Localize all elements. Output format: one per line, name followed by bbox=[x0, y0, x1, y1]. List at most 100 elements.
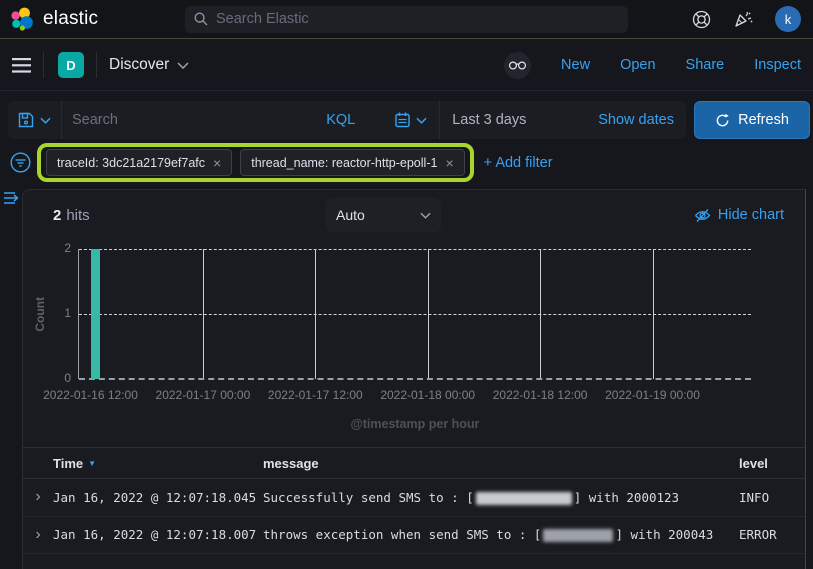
divider bbox=[61, 101, 62, 139]
menu-icon[interactable] bbox=[0, 57, 43, 73]
time-cell: Jan 16, 2022 @ 12:07:18.007 bbox=[53, 527, 257, 543]
app-navbar: D Discover New Open Share Inspect bbox=[0, 40, 813, 91]
x-tick-label: 2022-01-18 12:00 bbox=[492, 388, 588, 402]
user-avatar[interactable]: k bbox=[775, 6, 801, 32]
save-icon bbox=[18, 112, 34, 128]
chevron-down-icon bbox=[416, 117, 427, 124]
doc-table-body: › Jan 16, 2022 @ 12:07:18.045 Successfully… bbox=[23, 479, 805, 554]
add-filter-button[interactable]: + Add filter bbox=[483, 154, 553, 171]
highlight-annotation: traceId: 3dc21a2179ef7afc × thread_name: r… bbox=[37, 143, 474, 182]
filter-options-button[interactable] bbox=[10, 152, 31, 173]
time-range-value[interactable]: Last 3 days bbox=[452, 112, 527, 128]
refresh-label: Refresh bbox=[738, 112, 789, 128]
message-column-header[interactable]: message bbox=[263, 455, 319, 471]
x-axis-title: @timestamp per hour bbox=[350, 417, 480, 431]
table-header: Time ▼ message level bbox=[23, 447, 805, 479]
filter-bar: traceId: 3dc21a2179ef7afc × thread_name: r… bbox=[0, 142, 813, 183]
kql-search-input[interactable]: Search KQL bbox=[62, 112, 383, 128]
chevron-down-icon bbox=[420, 212, 431, 219]
expand-sidebar-button[interactable] bbox=[3, 191, 22, 205]
divider bbox=[43, 52, 44, 78]
refresh-button[interactable]: Refresh bbox=[694, 101, 810, 139]
open-button[interactable]: Open bbox=[620, 57, 656, 73]
global-header: elastic Search Elastic bbox=[0, 0, 813, 39]
elastic-logo-icon bbox=[11, 7, 33, 31]
x-tick-label: 2022-01-16 12:00 bbox=[43, 388, 138, 402]
app-badge-letter: D bbox=[66, 57, 76, 73]
hits-count: 2 hits bbox=[23, 207, 90, 224]
calendar-icon bbox=[395, 112, 410, 128]
collapsed-sidebar-rail bbox=[0, 183, 22, 569]
page-title: Discover bbox=[109, 56, 170, 73]
level-column-header[interactable]: level bbox=[739, 455, 768, 471]
level-cell: INFO bbox=[739, 489, 770, 505]
y-tick-label: 0 bbox=[64, 371, 71, 385]
message-cell: throws exception when send SMS to : [] w… bbox=[263, 527, 714, 543]
inspect-button[interactable]: Inspect bbox=[754, 57, 801, 73]
documents-table: Time ▼ message level › Jan 16, 2022 @ 12:0… bbox=[23, 447, 805, 554]
discover-app-badge[interactable]: D bbox=[58, 52, 84, 78]
level-cell: ERROR bbox=[739, 527, 777, 543]
x-tick-label: 2022-01-17 12:00 bbox=[267, 388, 363, 402]
expand-row-icon[interactable]: › bbox=[35, 488, 41, 506]
share-button[interactable]: Share bbox=[685, 57, 725, 73]
redacted-value bbox=[543, 529, 614, 543]
hits-label: hits bbox=[66, 206, 90, 224]
x-tick-label: 2022-01-18 00:00 bbox=[380, 388, 476, 402]
query-language-button[interactable]: KQL bbox=[326, 112, 356, 128]
document-explorer-toggle[interactable] bbox=[504, 51, 532, 79]
hide-chart-label: Hide chart bbox=[717, 207, 784, 223]
date-picker-button[interactable] bbox=[383, 112, 439, 128]
filter-pill-label: traceId: 3dc21a2179ef7afc bbox=[57, 155, 206, 170]
chart-plot: Count @timestamp per hour 2022-01-16 12:… bbox=[33, 241, 751, 431]
filter-pill[interactable]: thread_name: reactor-http-epoll-1 × bbox=[240, 149, 465, 176]
elastic-logo[interactable]: elastic bbox=[0, 7, 185, 31]
time-column-header[interactable]: Time ▼ bbox=[53, 455, 97, 471]
divider bbox=[439, 101, 441, 139]
redacted-value bbox=[475, 491, 572, 505]
gridline bbox=[79, 249, 751, 250]
breadcrumb[interactable]: Discover bbox=[109, 56, 189, 74]
help-icon[interactable] bbox=[692, 10, 711, 29]
gridline bbox=[79, 314, 751, 315]
gridline bbox=[79, 378, 751, 380]
histogram-interval-select[interactable]: Auto bbox=[326, 198, 441, 232]
hits-value: 2 bbox=[53, 206, 62, 224]
show-dates-button[interactable]: Show dates bbox=[598, 112, 674, 128]
hide-chart-button[interactable]: Hide chart bbox=[694, 207, 805, 223]
remove-filter-icon[interactable]: × bbox=[445, 154, 454, 171]
expand-sidebar-icon bbox=[4, 192, 19, 204]
filter-pill[interactable]: traceId: 3dc21a2179ef7afc × bbox=[46, 149, 233, 176]
histogram-bar[interactable] bbox=[91, 249, 100, 379]
search-icon bbox=[194, 12, 208, 26]
chevron-down-icon bbox=[177, 61, 189, 69]
x-tick-label: 2022-01-17 00:00 bbox=[155, 388, 251, 402]
filter-pill-label: thread_name: reactor-http-epoll-1 bbox=[251, 155, 438, 170]
search-placeholder: Search bbox=[72, 112, 118, 128]
message-cell: Successfully send SMS to : [] with 20001… bbox=[263, 489, 680, 505]
refresh-icon bbox=[716, 113, 729, 126]
chevron-down-icon bbox=[40, 117, 51, 124]
sort-desc-icon: ▼ bbox=[88, 458, 97, 468]
hits-bar: 2 hits Auto Hide chart bbox=[23, 190, 805, 240]
newsfeed-icon[interactable] bbox=[733, 10, 753, 29]
time-cell: Jan 16, 2022 @ 12:07:18.045 bbox=[53, 489, 257, 505]
filter-icon bbox=[10, 152, 31, 173]
table-row[interactable]: › Jan 16, 2022 @ 12:07:18.007 throws excep… bbox=[23, 517, 805, 554]
global-search-placeholder: Search Elastic bbox=[216, 11, 309, 27]
eye-slash-icon bbox=[694, 208, 711, 222]
query-bar: Search KQL Last 3 days Show dates bbox=[0, 92, 813, 142]
remove-filter-icon[interactable]: × bbox=[213, 154, 222, 171]
table-row[interactable]: › Jan 16, 2022 @ 12:07:18.045 Successfully… bbox=[23, 479, 805, 517]
expand-row-icon[interactable]: › bbox=[35, 525, 41, 543]
histogram-chart[interactable]: Count @timestamp per hour 2022-01-16 12:… bbox=[23, 240, 805, 437]
avatar-initial: k bbox=[784, 11, 792, 27]
interval-value: Auto bbox=[336, 207, 365, 223]
global-search-input[interactable]: Search Elastic bbox=[185, 5, 628, 33]
save-query-button[interactable] bbox=[8, 112, 61, 128]
discover-main-panel: 2 hits Auto Hide chart Count bbox=[22, 189, 806, 569]
y-tick-label: 1 bbox=[64, 306, 71, 320]
glasses-icon bbox=[509, 61, 527, 70]
new-button[interactable]: New bbox=[561, 57, 591, 73]
